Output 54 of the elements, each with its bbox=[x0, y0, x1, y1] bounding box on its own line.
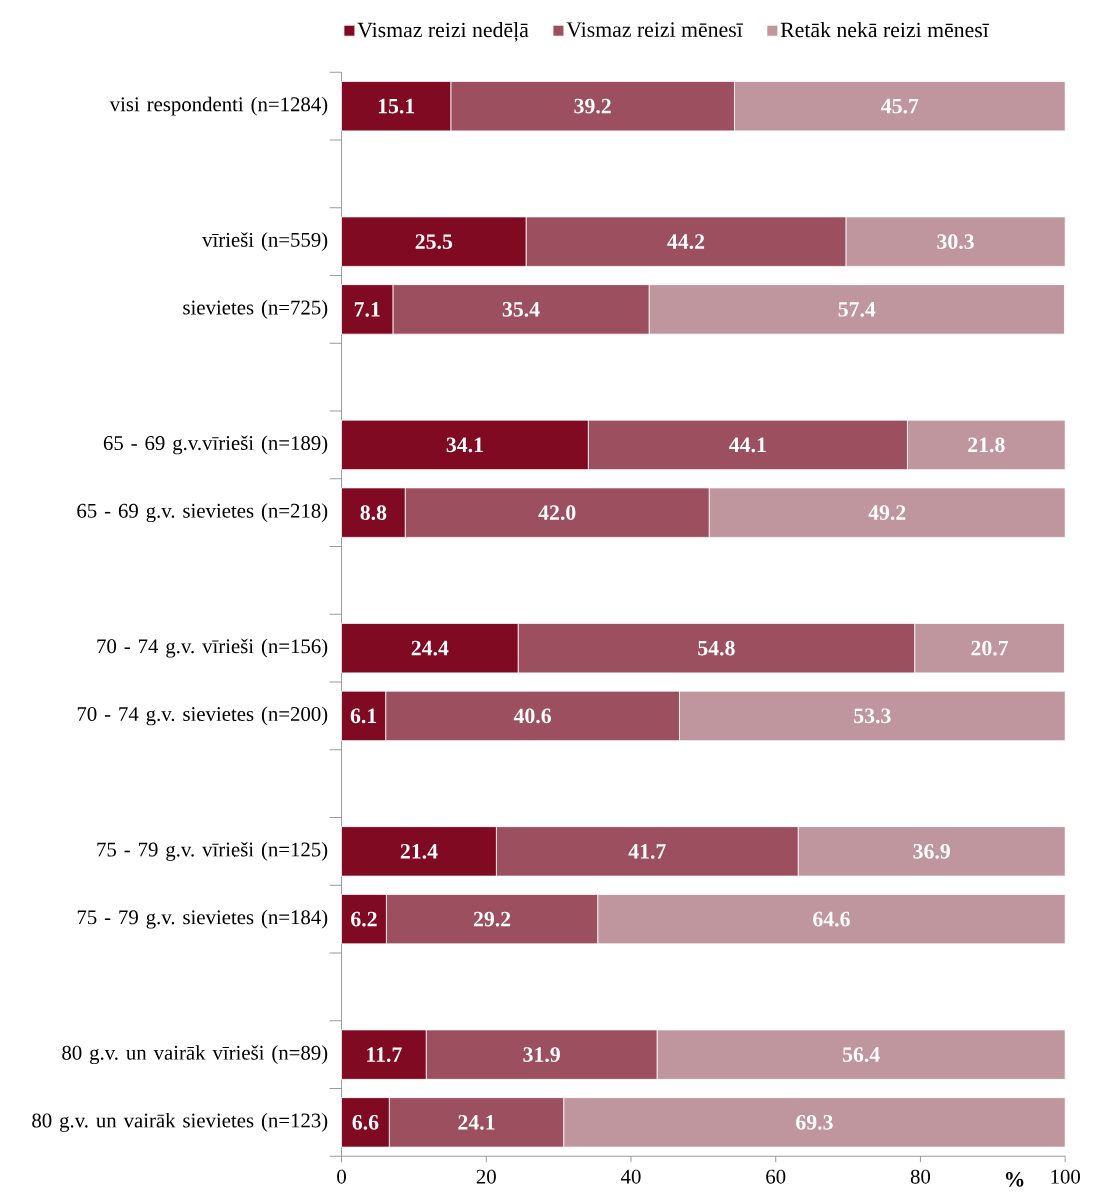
data-label: 6.6 bbox=[352, 1115, 379, 1130]
data-label: 6.1 bbox=[350, 708, 377, 724]
y-tick-label: visi respondenti (n=1284) bbox=[109, 96, 328, 116]
legend-label: Vismaz reizi nedēļā bbox=[357, 22, 529, 42]
data-label: 44.2 bbox=[667, 234, 705, 249]
legend-label: Retāk nekā reizi mēnesī bbox=[780, 22, 990, 38]
x-tick-label: 20 bbox=[476, 1169, 496, 1184]
x-tick-label: 0 bbox=[337, 1169, 346, 1184]
legend-label: Vismaz reizi mēnesī bbox=[566, 22, 744, 38]
y-tick-label: 70 - 74 g.v. sievietes (n=200) bbox=[77, 706, 328, 726]
data-label: 57.4 bbox=[838, 302, 876, 317]
data-label: 31.9 bbox=[523, 1047, 560, 1062]
y-tick-label: sievietes (n=725) bbox=[183, 299, 328, 319]
data-label: 40.6 bbox=[513, 708, 552, 724]
data-label: 15.1 bbox=[378, 98, 415, 114]
data-label: 24.1 bbox=[458, 1115, 495, 1130]
y-tick-label: 80 g.v. un vairāk vīrieši (n=89) bbox=[62, 1045, 328, 1065]
data-label: 30.3 bbox=[937, 234, 974, 250]
x-tick-label: 40 bbox=[621, 1169, 641, 1184]
data-label: 49.2 bbox=[868, 505, 906, 520]
data-label: 8.8 bbox=[360, 505, 387, 521]
data-label: 35.4 bbox=[502, 302, 540, 317]
x-tick-label: 100 bbox=[1051, 1169, 1081, 1184]
data-label: 6.2 bbox=[351, 911, 377, 927]
data-label: 29.2 bbox=[473, 911, 511, 927]
data-label: 45.7 bbox=[881, 98, 919, 114]
data-label: 7.1 bbox=[354, 302, 380, 317]
data-label: 11.7 bbox=[367, 1047, 402, 1062]
y-tick-label: 65 - 69 g.v.vīrieši (n=189) bbox=[103, 435, 328, 455]
y-tick-label: 65 - 69 g.v. sievietes (n=218) bbox=[77, 503, 328, 523]
y-tick-label: 75 - 79 g.v. sievietes (n=184) bbox=[77, 909, 328, 929]
data-label: 53.3 bbox=[854, 708, 891, 724]
data-label: 25.5 bbox=[415, 234, 453, 249]
y-tick-label: 80 g.v. un vairāk sievietes (n=123) bbox=[32, 1112, 328, 1132]
data-label: 39.2 bbox=[574, 98, 611, 114]
x-tick-label: 60 bbox=[766, 1169, 786, 1184]
data-label: 21.4 bbox=[400, 844, 438, 859]
data-label: 44.1 bbox=[729, 437, 766, 453]
x-tick-label: 80 bbox=[910, 1169, 931, 1184]
data-label: 69.3 bbox=[796, 1115, 833, 1130]
data-label: 36.9 bbox=[913, 844, 951, 859]
y-tick-label: 75 - 79 g.v. vīrieši (n=125) bbox=[97, 841, 328, 861]
data-label: 41.7 bbox=[628, 844, 666, 859]
data-label: 42.0 bbox=[538, 505, 576, 521]
data-label: 56.4 bbox=[842, 1047, 880, 1062]
data-label: 21.8 bbox=[968, 437, 1005, 453]
data-label: 54.8 bbox=[698, 640, 735, 656]
data-label: 64.6 bbox=[813, 911, 850, 927]
y-tick-label: 70 - 74 g.v. vīrieši (n=156) bbox=[97, 638, 328, 658]
data-label: 24.4 bbox=[411, 640, 449, 656]
data-label: 34.1 bbox=[446, 437, 483, 453]
data-label: 20.7 bbox=[971, 640, 1009, 656]
y-tick-label: vīrieši (n=559) bbox=[202, 232, 328, 252]
x-axis-title: % bbox=[1005, 1171, 1024, 1187]
